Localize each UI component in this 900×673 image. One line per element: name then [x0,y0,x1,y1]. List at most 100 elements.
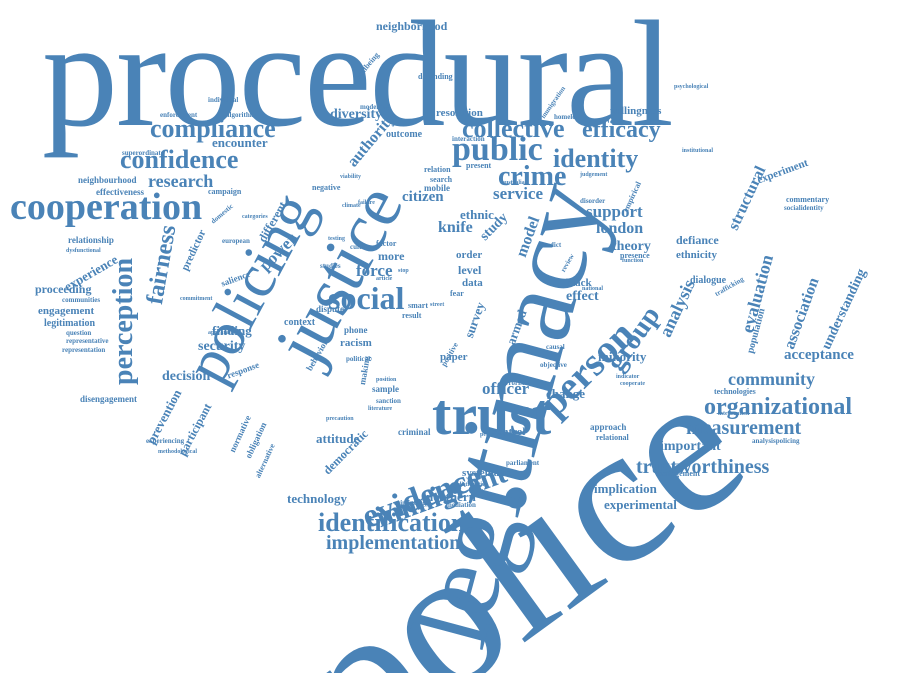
word-trust: trust [432,382,552,447]
word-relational: relational [596,433,629,442]
word-disorder: disorder [580,197,606,205]
word-psychological: psychological [674,84,709,90]
word-relation: relation [424,165,451,174]
word-institutional: institutional [682,148,714,154]
word-dispute: dispute [316,304,345,314]
word-context: context [284,317,316,328]
word-failure: failure [358,200,375,206]
word-decision: decision [162,369,211,384]
word-causal: causal [546,343,565,351]
word-change: change [546,386,585,401]
word-experiment: experiment [755,156,810,187]
word-officer: officer [482,379,530,398]
word-national: national [582,286,604,292]
word-attitude: attitude [316,431,360,446]
word-ethnicity: ethnicity [676,249,717,261]
word-sanction: sanction [376,397,401,405]
word-willingness: willingness [610,105,662,117]
word-culture: culture [350,243,372,251]
word-minority: minority [598,349,647,364]
word-relationship: relationship [68,235,114,245]
word-identification: identification [318,508,466,537]
word-defiance: defiance [676,233,719,247]
word-climate: climate [342,203,361,209]
word-understanding: understanding [819,266,870,352]
word-criminology: criminology [394,499,430,507]
word-representation: representation [62,346,106,354]
word-function: function [622,258,644,264]
word-categories: categories [242,214,268,220]
word-perception: perception [108,257,139,385]
word-approach: approach [590,422,627,432]
word-studies: studies [320,262,341,270]
word-australia: australia [502,180,525,186]
word-socialidentity: socialidentity [784,204,824,212]
word-defunding: defunding [418,72,453,81]
word-neighborhood: neighborhood [376,19,448,33]
word-ethnic: ethnic [460,207,494,222]
word-systematic: systematic [462,467,511,479]
word-perceived: perceived [480,432,505,438]
word-parliament: parliament [506,459,540,467]
word-precaution: precaution [326,416,354,422]
word-article: article [376,276,393,282]
word-public: public [452,131,543,168]
word-superordinate: superordinate [122,149,164,157]
word-encounter: encounter [212,135,268,150]
word-crime: crime [498,161,567,192]
word-social: social [328,280,405,316]
word-stop: stop [398,268,409,274]
word-campaign: campaign [208,187,242,196]
word-terrorism: terrorism [500,379,529,387]
word-association: association [781,275,823,352]
word-finding: finding [212,323,252,338]
word-paper: paper [440,351,468,363]
word-interaction: interaction [452,135,485,143]
word-predict: predict [540,241,562,249]
word-technology: technology [287,491,347,506]
word-service: service [493,184,544,203]
word-phone: phone [344,325,368,335]
word-street: street [430,302,445,308]
word-research: research [148,171,214,191]
word-effectiveness: effectiveness [96,187,144,197]
word-procedural: procedural [42,0,674,158]
word-experimental: experimental [604,497,677,512]
word-implementation: implementation [326,532,461,554]
word-smart: smart [408,301,428,310]
word-mediation: mediation [446,501,476,509]
word-support: support [586,202,643,221]
word-outcome: outcome [386,129,423,140]
word-collective: collective [462,114,565,143]
word-present: present [466,161,492,170]
word-political: political [346,355,371,363]
word-compliance: compliance [150,114,276,143]
word-measurement: measurement [686,417,802,439]
word-experiencing: experiencing [146,437,185,445]
word-homeless: homeless [554,113,581,121]
word-control: control [492,426,526,438]
word-more: more [378,249,405,263]
word-black: black [566,277,592,289]
word-objective: objective [540,361,567,369]
word-question: question [66,329,92,337]
word-european: european [222,237,250,245]
word-commitment: commitment [180,296,213,302]
word-literature: literature [368,406,393,412]
word-neighbourhood: neighbourhood [78,175,137,185]
word-predictor: predictor [179,227,209,273]
word-appearance: appearance [208,330,238,336]
word-fairness: fairness [142,223,182,307]
word-disengagement: disengagement [80,394,137,404]
word-theory: theory [612,239,651,254]
word-level: level [458,263,482,277]
word-northern: northern [426,489,476,504]
word-trustworthiness: trustworthiness [636,456,770,478]
word-judgement: judgement [580,172,608,178]
word-force: force [356,261,393,280]
word-dysfunctional: dysfunctional [66,248,101,254]
word-communities: communities [62,296,101,304]
word-dialogue: dialogue [690,275,727,286]
word-criminal: criminal [398,427,431,437]
word-acceptance: acceptance [784,347,854,363]
